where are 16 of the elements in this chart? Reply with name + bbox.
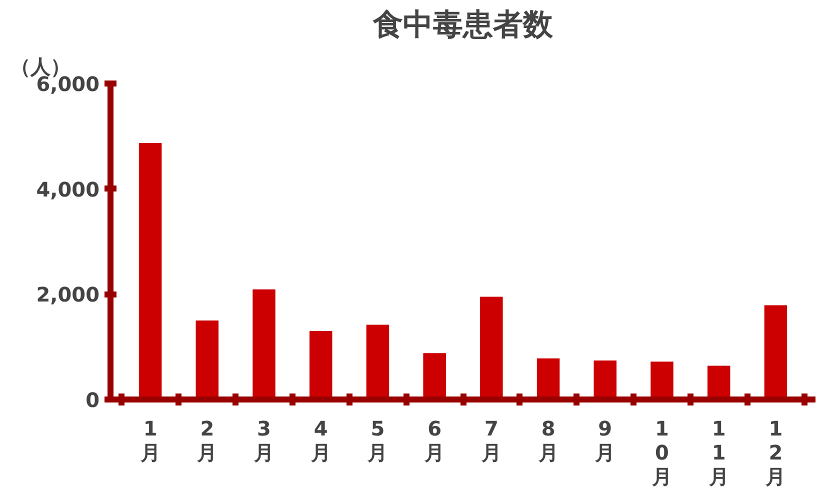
x-tick-label: 5月 [366, 416, 388, 464]
x-tick-label: 11月 [708, 416, 729, 488]
y-tick-label: 2,000 [36, 282, 100, 307]
x-tick-label: 10月 [650, 416, 672, 488]
chart-title: 食中毒患者数 [372, 8, 554, 42]
x-tick-label: 3月 [253, 416, 274, 464]
y-tick-label: 4,000 [36, 177, 100, 202]
x-tick-label: 9月 [594, 416, 616, 464]
x-tick-label: 8月 [537, 416, 558, 464]
x-tick-label: 2月 [196, 416, 218, 464]
x-tick-label: 7月 [480, 416, 502, 464]
x-tick-label: 6月 [424, 416, 445, 464]
y-tick-label: 0 [86, 388, 100, 412]
x-tick-label: 1月 [139, 416, 160, 464]
x-tick-label: 4月 [310, 416, 331, 464]
x-tick-label: 12月 [764, 416, 786, 488]
